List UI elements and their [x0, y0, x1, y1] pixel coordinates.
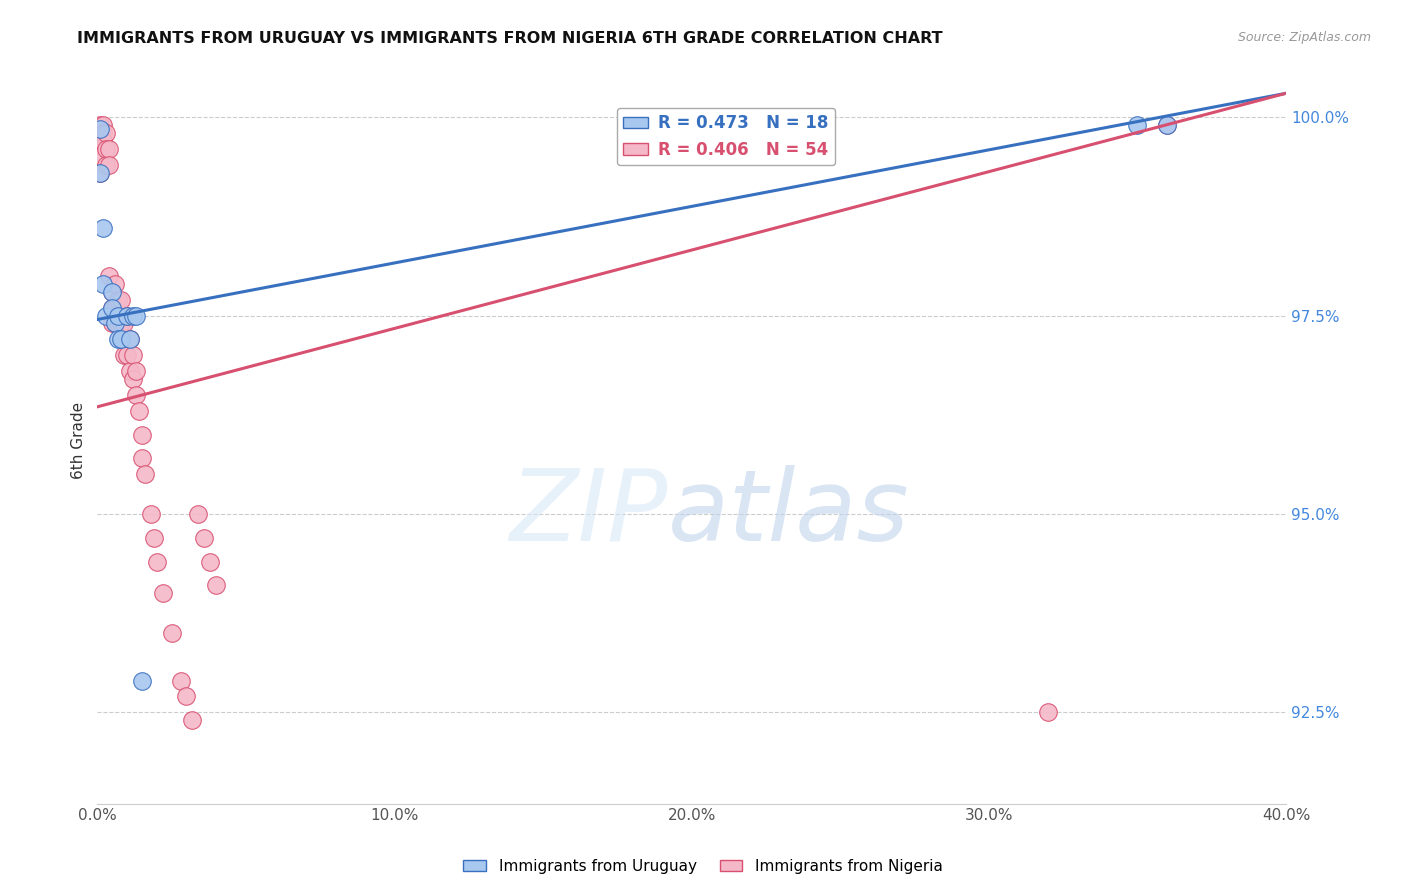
Point — [89, 150, 111, 164]
Point — [122, 372, 145, 386]
Legend: Immigrants from Uruguay, Immigrants from Nigeria: Immigrants from Uruguay, Immigrants from… — [457, 853, 949, 880]
Point — [160, 626, 183, 640]
Text: Source: ZipAtlas.com: Source: ZipAtlas.com — [1237, 31, 1371, 45]
Point — [96, 126, 118, 140]
Point — [142, 531, 165, 545]
Point — [101, 285, 124, 299]
Point — [91, 126, 114, 140]
Point — [181, 713, 204, 727]
Point — [187, 507, 209, 521]
Point — [98, 268, 121, 283]
Point — [101, 317, 124, 331]
Point — [112, 317, 135, 331]
Point — [91, 134, 114, 148]
Point — [112, 348, 135, 362]
Text: IMMIGRANTS FROM URUGUAY VS IMMIGRANTS FROM NIGERIA 6TH GRADE CORRELATION CHART: IMMIGRANTS FROM URUGUAY VS IMMIGRANTS FR… — [77, 31, 943, 46]
Point — [91, 118, 114, 132]
Point — [89, 166, 111, 180]
Point — [115, 309, 138, 323]
Point — [91, 221, 114, 235]
Point — [193, 531, 215, 545]
Point — [110, 332, 132, 346]
Point — [115, 309, 138, 323]
Point — [1156, 118, 1178, 132]
Point — [91, 277, 114, 291]
Point — [146, 555, 169, 569]
Point — [104, 317, 127, 331]
Point — [131, 427, 153, 442]
Point — [152, 586, 174, 600]
Point — [96, 158, 118, 172]
Point — [128, 404, 150, 418]
Point — [134, 467, 156, 482]
Point — [96, 142, 118, 156]
Point — [110, 332, 132, 346]
Point — [101, 301, 124, 315]
Point — [89, 166, 111, 180]
Point — [205, 578, 228, 592]
Point — [125, 309, 148, 323]
Point — [107, 317, 129, 331]
Text: atlas: atlas — [668, 465, 910, 562]
Point — [107, 332, 129, 346]
Point — [89, 118, 111, 132]
Point — [107, 309, 129, 323]
Point — [125, 364, 148, 378]
Point — [107, 309, 129, 323]
Point — [107, 293, 129, 307]
Point — [98, 158, 121, 172]
Point — [101, 285, 124, 299]
Y-axis label: 6th Grade: 6th Grade — [72, 402, 86, 479]
Point — [1038, 706, 1060, 720]
Point — [104, 277, 127, 291]
Point — [200, 555, 222, 569]
Point — [169, 673, 191, 688]
Point — [176, 690, 198, 704]
Point — [125, 388, 148, 402]
Point — [118, 364, 141, 378]
Point — [104, 301, 127, 315]
Point — [110, 317, 132, 331]
Point — [89, 122, 111, 136]
Point — [122, 309, 145, 323]
Point — [101, 301, 124, 315]
Point — [131, 673, 153, 688]
Point — [118, 332, 141, 346]
Point — [115, 348, 138, 362]
Point — [98, 142, 121, 156]
Point — [139, 507, 162, 521]
Point — [89, 126, 111, 140]
Point — [104, 317, 127, 331]
Point — [118, 332, 141, 346]
Legend: R = 0.473   N = 18, R = 0.406   N = 54: R = 0.473 N = 18, R = 0.406 N = 54 — [617, 108, 835, 165]
Point — [96, 309, 118, 323]
Point — [110, 293, 132, 307]
Point — [1156, 118, 1178, 132]
Point — [89, 134, 111, 148]
Point — [1126, 118, 1149, 132]
Point — [122, 348, 145, 362]
Text: ZIP: ZIP — [509, 465, 668, 562]
Point — [131, 451, 153, 466]
